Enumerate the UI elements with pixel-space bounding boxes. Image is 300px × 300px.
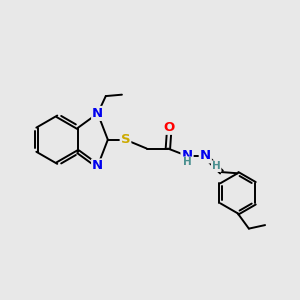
- Text: S: S: [121, 133, 130, 146]
- Text: O: O: [164, 121, 175, 134]
- Text: H: H: [183, 158, 191, 167]
- Text: N: N: [182, 149, 193, 162]
- Text: H: H: [212, 161, 220, 171]
- Text: N: N: [92, 107, 103, 120]
- Text: N: N: [92, 160, 103, 172]
- Text: N: N: [200, 149, 211, 162]
